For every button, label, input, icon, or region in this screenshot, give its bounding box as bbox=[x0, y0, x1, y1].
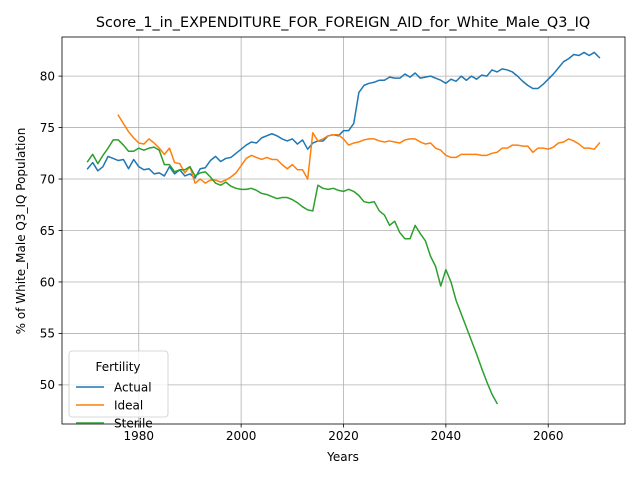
x-tick-label: 2060 bbox=[533, 429, 564, 443]
y-axis-label: % of White_Male Q3_IQ Population bbox=[14, 128, 28, 335]
y-tick-label: 60 bbox=[40, 275, 55, 289]
y-tick-label: 70 bbox=[40, 172, 55, 186]
y-tick-label: 55 bbox=[40, 327, 55, 341]
x-tick-label: 2040 bbox=[431, 429, 462, 443]
legend-label-sterile: Sterile bbox=[114, 416, 153, 430]
series-line-actual bbox=[86, 51, 601, 179]
x-tick-label: 2000 bbox=[226, 429, 257, 443]
axis-ticks: 1980 2000 2020 2040 2060 50 55 60 65 70 75 80 bbox=[40, 69, 564, 443]
legend: Fertility Actual Ideal Sterile bbox=[68, 350, 169, 430]
chart-title: Score_1_in_EXPENDITURE_FOR_FOREIGN_AID_f… bbox=[96, 15, 590, 31]
legend-entries: Actual Ideal Sterile bbox=[76, 380, 153, 430]
y-tick-label: 65 bbox=[40, 224, 55, 238]
legend-frame bbox=[68, 350, 169, 418]
series-lines bbox=[86, 51, 601, 405]
y-tick-label: 75 bbox=[40, 121, 55, 135]
x-axis-label: Years bbox=[326, 450, 359, 464]
series-line-sterile bbox=[86, 139, 499, 405]
x-tick-label: 1980 bbox=[123, 429, 154, 443]
legend-label-actual: Actual bbox=[114, 380, 152, 394]
legend-label-ideal: Ideal bbox=[114, 398, 143, 412]
y-tick-label: 50 bbox=[40, 378, 55, 392]
y-tick-label: 80 bbox=[40, 69, 55, 83]
legend-title: Fertility bbox=[95, 360, 140, 374]
series-line-ideal bbox=[117, 114, 601, 184]
x-tick-label: 2020 bbox=[328, 429, 359, 443]
